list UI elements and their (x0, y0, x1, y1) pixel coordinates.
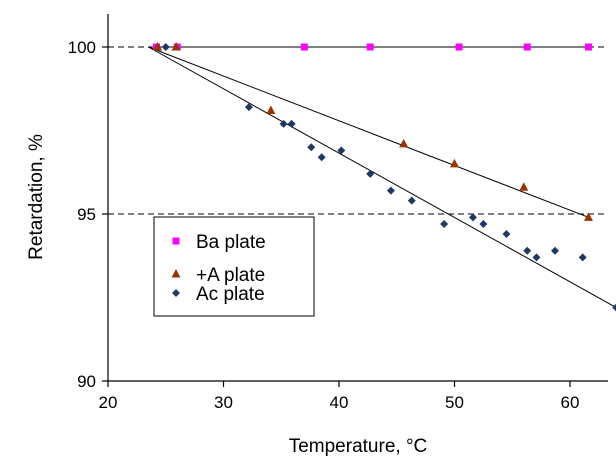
legend-box (153, 216, 315, 317)
data-point (266, 105, 276, 114)
legend-label: Ba plate (196, 232, 266, 253)
y-axis-title: Retardation, % (26, 134, 47, 260)
data-point (399, 138, 409, 148)
data-point (612, 303, 616, 312)
data-point (386, 186, 395, 195)
legend-label: Ac plate (196, 284, 265, 305)
data-point (317, 153, 326, 162)
x-tick-label: 60 (561, 393, 580, 412)
data-point (479, 220, 488, 229)
legend-marker (172, 289, 180, 297)
data-point (307, 143, 316, 152)
data-point (519, 182, 529, 191)
data-point (171, 42, 181, 51)
data-point (502, 230, 511, 239)
data-point (455, 43, 463, 51)
trendline (148, 46, 616, 308)
data-point (450, 158, 459, 168)
data-point (300, 43, 308, 51)
ticks: 90 95 100 20 30 40 50 60 (68, 38, 580, 412)
data-point (244, 103, 253, 112)
axes (107, 14, 608, 382)
data-point (161, 43, 170, 51)
data-point (337, 146, 346, 155)
series-a-plate (153, 42, 593, 221)
x-tick-label: 30 (214, 393, 233, 412)
data-point (532, 253, 541, 262)
legend-marker (172, 237, 180, 245)
data-point (583, 212, 593, 221)
series-ac-plate (161, 43, 616, 312)
data-points (153, 42, 616, 312)
y-tick-label: 100 (68, 38, 96, 57)
x-tick-label: 50 (445, 393, 464, 412)
data-point (153, 42, 163, 51)
data-point (550, 246, 559, 255)
y-tick-label: 90 (77, 372, 96, 391)
data-point (578, 253, 587, 262)
data-point (440, 220, 449, 229)
trendline (148, 46, 589, 218)
gridlines (108, 46, 608, 215)
x-axis-title: Temperature, °C (289, 436, 428, 457)
data-point (523, 43, 531, 51)
legend-marker (171, 269, 181, 278)
data-point (468, 213, 477, 222)
y-tick-label: 95 (77, 205, 96, 224)
data-point (407, 196, 416, 205)
data-point (287, 119, 296, 128)
data-point (523, 246, 532, 255)
legend-label: +A plate (196, 265, 265, 286)
data-point (584, 43, 592, 51)
x-tick-label: 20 (99, 393, 118, 412)
x-tick-label: 40 (330, 393, 349, 412)
data-point (366, 43, 374, 51)
data-point (279, 119, 288, 128)
data-point (366, 169, 375, 178)
